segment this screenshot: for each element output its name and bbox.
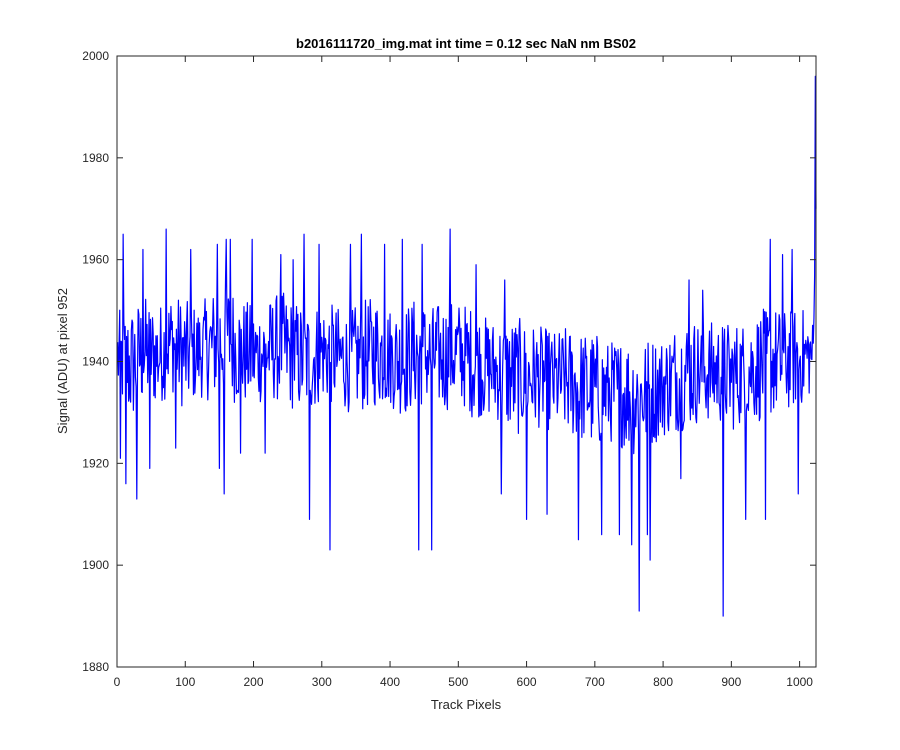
x-tick-label: 300 <box>312 675 332 689</box>
signal-series-line <box>117 75 817 617</box>
chart-title: b2016111720_img.mat int time = 0.12 sec … <box>296 36 636 51</box>
y-tick-label: 1900 <box>82 558 109 572</box>
y-tick-label: 1940 <box>82 355 109 369</box>
x-tick-label: 0 <box>114 675 121 689</box>
x-tick-label: 200 <box>244 675 264 689</box>
y-axis-label: Signal (ADU) at pixel 952 <box>55 288 70 434</box>
x-axis-label: Track Pixels <box>431 697 502 712</box>
x-tick-label: 500 <box>448 675 468 689</box>
series-layer <box>117 75 817 617</box>
y-tick-label: 2000 <box>82 49 109 63</box>
x-tick-label: 700 <box>585 675 605 689</box>
x-tick-label: 900 <box>721 675 741 689</box>
x-tick-label: 400 <box>380 675 400 689</box>
y-tick-label: 1960 <box>82 253 109 267</box>
ticks-layer: 0 100 200 300 400 500 600 700 800 900 1000 1880 1900… <box>82 49 816 689</box>
x-tick-label: 1000 <box>786 675 813 689</box>
x-tick-label: 800 <box>653 675 673 689</box>
y-tick-label: 1980 <box>82 151 109 165</box>
y-tick-label: 1920 <box>82 456 109 470</box>
x-tick-label: 100 <box>175 675 195 689</box>
y-tick-label: 1880 <box>82 660 109 674</box>
x-tick-label: 600 <box>517 675 537 689</box>
